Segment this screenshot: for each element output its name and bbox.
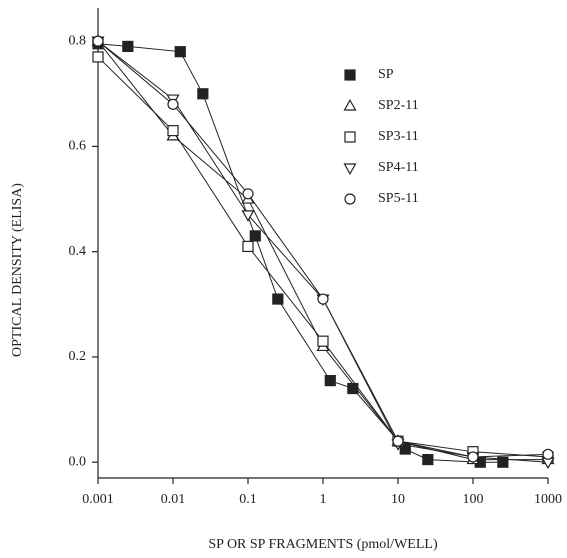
x-tick-label: 0.1 [239, 492, 257, 507]
legend-marker [344, 69, 356, 81]
y-tick-label: 0.4 [69, 244, 87, 259]
legend-label: SP [378, 67, 394, 82]
point [167, 98, 179, 110]
y-tick-label: 0.8 [69, 33, 87, 48]
legend-label: SP4-11 [378, 160, 419, 175]
legend-marker [344, 193, 356, 205]
point [347, 382, 359, 395]
series-line [97, 40, 549, 463]
series-line [97, 40, 548, 461]
point [122, 40, 134, 53]
legend-label: SP2-11 [378, 98, 419, 113]
y-tick-label: 0.6 [69, 139, 87, 154]
point [174, 46, 186, 58]
point [272, 293, 284, 305]
point [497, 456, 509, 468]
point [241, 210, 255, 222]
point [392, 435, 404, 447]
point [197, 88, 209, 100]
series-line [97, 56, 549, 458]
legend-label: SP3-11 [378, 129, 419, 144]
point [324, 375, 336, 387]
y-axis-label: OPTICAL DENSITY (ELISA) [10, 183, 25, 357]
point [422, 453, 434, 466]
y-tick-label: 0.0 [69, 454, 87, 469]
legend-marker [343, 99, 357, 111]
point [92, 51, 104, 63]
point [242, 240, 254, 253]
series-line [97, 40, 549, 458]
legend-marker [343, 163, 357, 175]
series-line [97, 43, 503, 463]
point [317, 335, 329, 347]
point [317, 293, 329, 305]
point [92, 35, 104, 47]
point [167, 125, 179, 137]
x-tick-label: 1000 [534, 492, 562, 507]
point [467, 451, 479, 463]
legend-marker [344, 131, 356, 143]
legend-label: SP5-11 [378, 191, 419, 206]
x-axis-label: SP OR SP FRAGMENTS (pmol/WELL) [208, 537, 438, 552]
point [542, 448, 554, 460]
x-tick-label: 0.001 [82, 492, 114, 507]
x-tick-label: 100 [463, 492, 484, 507]
x-tick-label: 1 [320, 492, 327, 507]
x-tick-label: 10 [391, 492, 405, 507]
x-tick-label: 0.01 [161, 492, 186, 507]
point [242, 188, 254, 200]
point [399, 443, 411, 455]
point [249, 230, 261, 242]
y-tick-label: 0.2 [69, 349, 87, 364]
